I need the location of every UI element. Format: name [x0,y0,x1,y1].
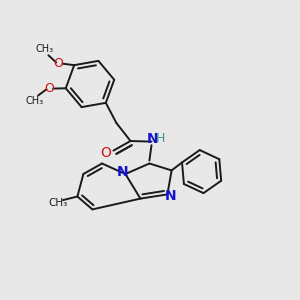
Text: N: N [146,132,158,146]
Text: H: H [156,131,165,145]
Text: CH₃: CH₃ [25,96,43,106]
Text: O: O [44,82,54,95]
Text: N: N [117,166,129,179]
Text: O: O [100,146,111,160]
Text: N: N [165,189,177,203]
Text: CH₃: CH₃ [35,44,53,54]
Text: CH₃: CH₃ [48,198,68,208]
Text: O: O [54,57,64,70]
